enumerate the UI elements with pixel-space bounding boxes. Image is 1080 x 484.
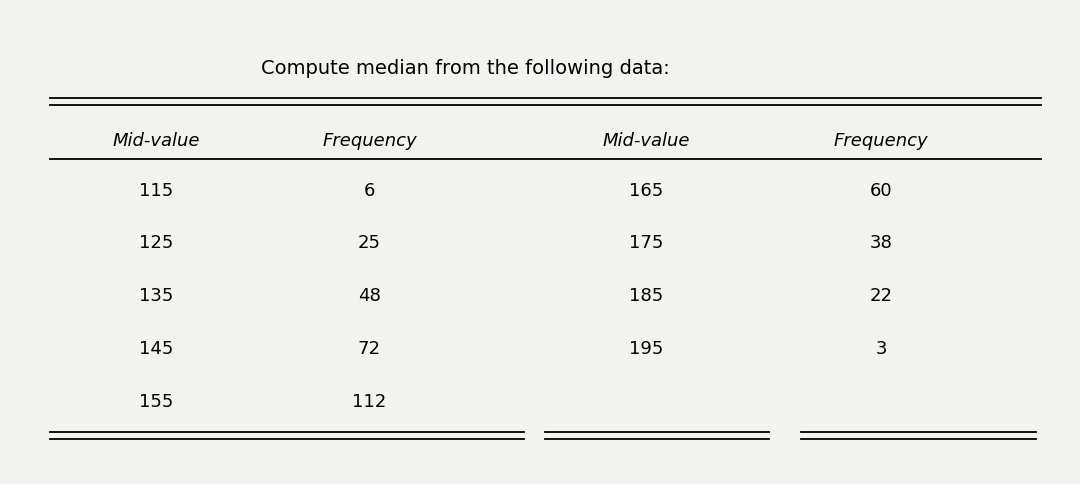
Text: 38: 38 bbox=[869, 234, 892, 252]
Text: 175: 175 bbox=[630, 234, 664, 252]
Text: 145: 145 bbox=[139, 339, 174, 357]
Text: 112: 112 bbox=[352, 392, 387, 410]
Text: 155: 155 bbox=[139, 392, 174, 410]
Text: 165: 165 bbox=[630, 182, 664, 199]
Text: 185: 185 bbox=[630, 287, 664, 304]
Text: 3: 3 bbox=[876, 339, 887, 357]
Text: Frequency: Frequency bbox=[322, 132, 417, 150]
Text: Mid-value: Mid-value bbox=[112, 132, 200, 150]
Text: 72: 72 bbox=[357, 339, 381, 357]
Text: 6: 6 bbox=[364, 182, 375, 199]
Text: 115: 115 bbox=[139, 182, 173, 199]
Text: Frequency: Frequency bbox=[834, 132, 929, 150]
Text: 125: 125 bbox=[139, 234, 174, 252]
Text: Mid-value: Mid-value bbox=[603, 132, 690, 150]
Text: Compute median from the following data:: Compute median from the following data: bbox=[261, 59, 670, 77]
Text: 22: 22 bbox=[869, 287, 893, 304]
Text: 195: 195 bbox=[630, 339, 664, 357]
Text: 60: 60 bbox=[869, 182, 892, 199]
Text: 48: 48 bbox=[357, 287, 381, 304]
Text: 135: 135 bbox=[139, 287, 174, 304]
Text: 25: 25 bbox=[357, 234, 381, 252]
